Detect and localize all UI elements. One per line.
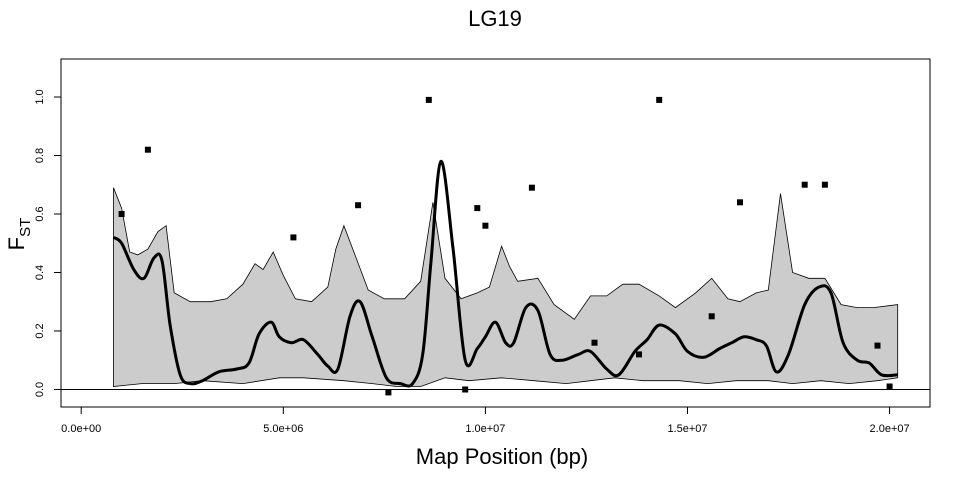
- data-point: [821, 181, 828, 188]
- data-point: [708, 313, 715, 320]
- data-points-layer: [118, 96, 893, 396]
- y-tick-label: 0.2: [34, 323, 46, 338]
- y-tick-label: 1.0: [34, 89, 46, 104]
- data-point: [425, 96, 432, 103]
- data-point: [886, 383, 893, 390]
- y-tick-label: 0.6: [34, 206, 46, 221]
- data-point: [474, 205, 481, 212]
- y-tick-label: 0.8: [34, 148, 46, 163]
- x-axis: 0.0e+00 5.0e+06 1.0e+07 1.5e+07 2.0e+07: [61, 406, 910, 435]
- confidence-band-layer: [113, 187, 899, 387]
- confidence-band: [113, 187, 899, 387]
- data-point: [144, 146, 151, 153]
- x-tick-label: 2.0e+07: [870, 423, 910, 435]
- y-axis: 0.0 0.2 0.4 0.6 0.8 1.0: [34, 89, 62, 397]
- data-point: [290, 234, 297, 241]
- data-point: [355, 202, 362, 209]
- x-tick-label: 0.0e+00: [61, 423, 101, 435]
- y-tick-label: 0.0: [34, 382, 46, 397]
- data-point: [874, 342, 881, 349]
- y-axis-label: FST: [4, 218, 34, 251]
- x-axis-label: Map Position (bp): [416, 444, 588, 469]
- data-point: [385, 389, 392, 396]
- data-point: [656, 96, 663, 103]
- x-tick-label: 5.0e+06: [263, 423, 303, 435]
- data-point: [528, 184, 535, 191]
- x-tick-label: 1.5e+07: [667, 423, 707, 435]
- data-point: [737, 199, 743, 206]
- x-tick-label: 1.0e+07: [465, 423, 505, 435]
- data-point: [462, 386, 469, 393]
- smoothed-line-layer: [112, 159, 898, 388]
- y-axis-label-main: F: [4, 237, 29, 250]
- data-point: [118, 211, 125, 217]
- data-point: [591, 339, 598, 346]
- smoothed-mean-line: [112, 159, 898, 388]
- data-point: [482, 222, 489, 229]
- chart-title: LG19: [468, 6, 522, 31]
- y-axis-label-sub: ST: [17, 218, 34, 237]
- data-point: [636, 351, 642, 358]
- y-tick-label: 0.4: [34, 265, 46, 280]
- data-point: [801, 181, 808, 188]
